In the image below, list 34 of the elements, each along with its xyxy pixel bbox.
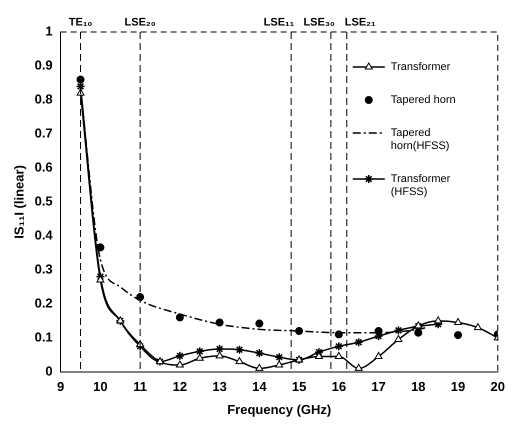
y-tick-label: 0.3 xyxy=(34,261,53,276)
x-tick-label: 15 xyxy=(292,379,306,394)
y-axis-title: IS₁₁I (linear) xyxy=(11,165,26,239)
y-tick-label: 0.9 xyxy=(34,58,53,73)
x-tick-label: 18 xyxy=(411,379,426,394)
y-tick-label: 0.8 xyxy=(34,92,53,107)
x-tick-label: 9 xyxy=(57,379,64,394)
y-tick-label: 0.7 xyxy=(34,126,53,141)
x-tick-label: 12 xyxy=(172,379,188,394)
x-tick-label: 17 xyxy=(371,379,386,394)
ref-line-label: TE₁₀ xyxy=(68,16,92,29)
ref-line-label: LSE₁₁ xyxy=(264,16,295,29)
x-tick-label: 13 xyxy=(212,379,227,394)
x-tick-label: 20 xyxy=(490,379,506,394)
y-tick-label: 0.6 xyxy=(34,160,53,174)
legend-label: Tapered horn(HFSS) xyxy=(390,127,450,152)
x-tick-label: 19 xyxy=(450,379,466,394)
y-tick-label: 0.5 xyxy=(34,193,53,208)
y-tick-label: 1 xyxy=(45,24,53,39)
y-tick-label: 0.4 xyxy=(34,227,54,242)
x-tick-label: 14 xyxy=(252,379,268,394)
ref-line-label: LSE₂₁ xyxy=(344,16,376,29)
y-tick-label: 0 xyxy=(45,363,53,378)
x-tick-label: 16 xyxy=(332,379,346,394)
ref-line-label: LSE₃₀ xyxy=(303,16,335,29)
x-tick-label: 10 xyxy=(93,379,108,394)
legend-label: Tapered horn xyxy=(390,94,456,106)
legend-label: Transformer xyxy=(390,61,451,74)
y-tick-label: 0.2 xyxy=(34,295,53,310)
x-axis-title: Frequency (GHz) xyxy=(227,402,332,417)
legend-label: Transformer (HFSS) xyxy=(390,173,451,198)
ref-line-label: LSE₂₀ xyxy=(124,16,156,29)
y-tick-label: 0.1 xyxy=(34,329,53,344)
x-tick-label: 11 xyxy=(133,379,148,394)
